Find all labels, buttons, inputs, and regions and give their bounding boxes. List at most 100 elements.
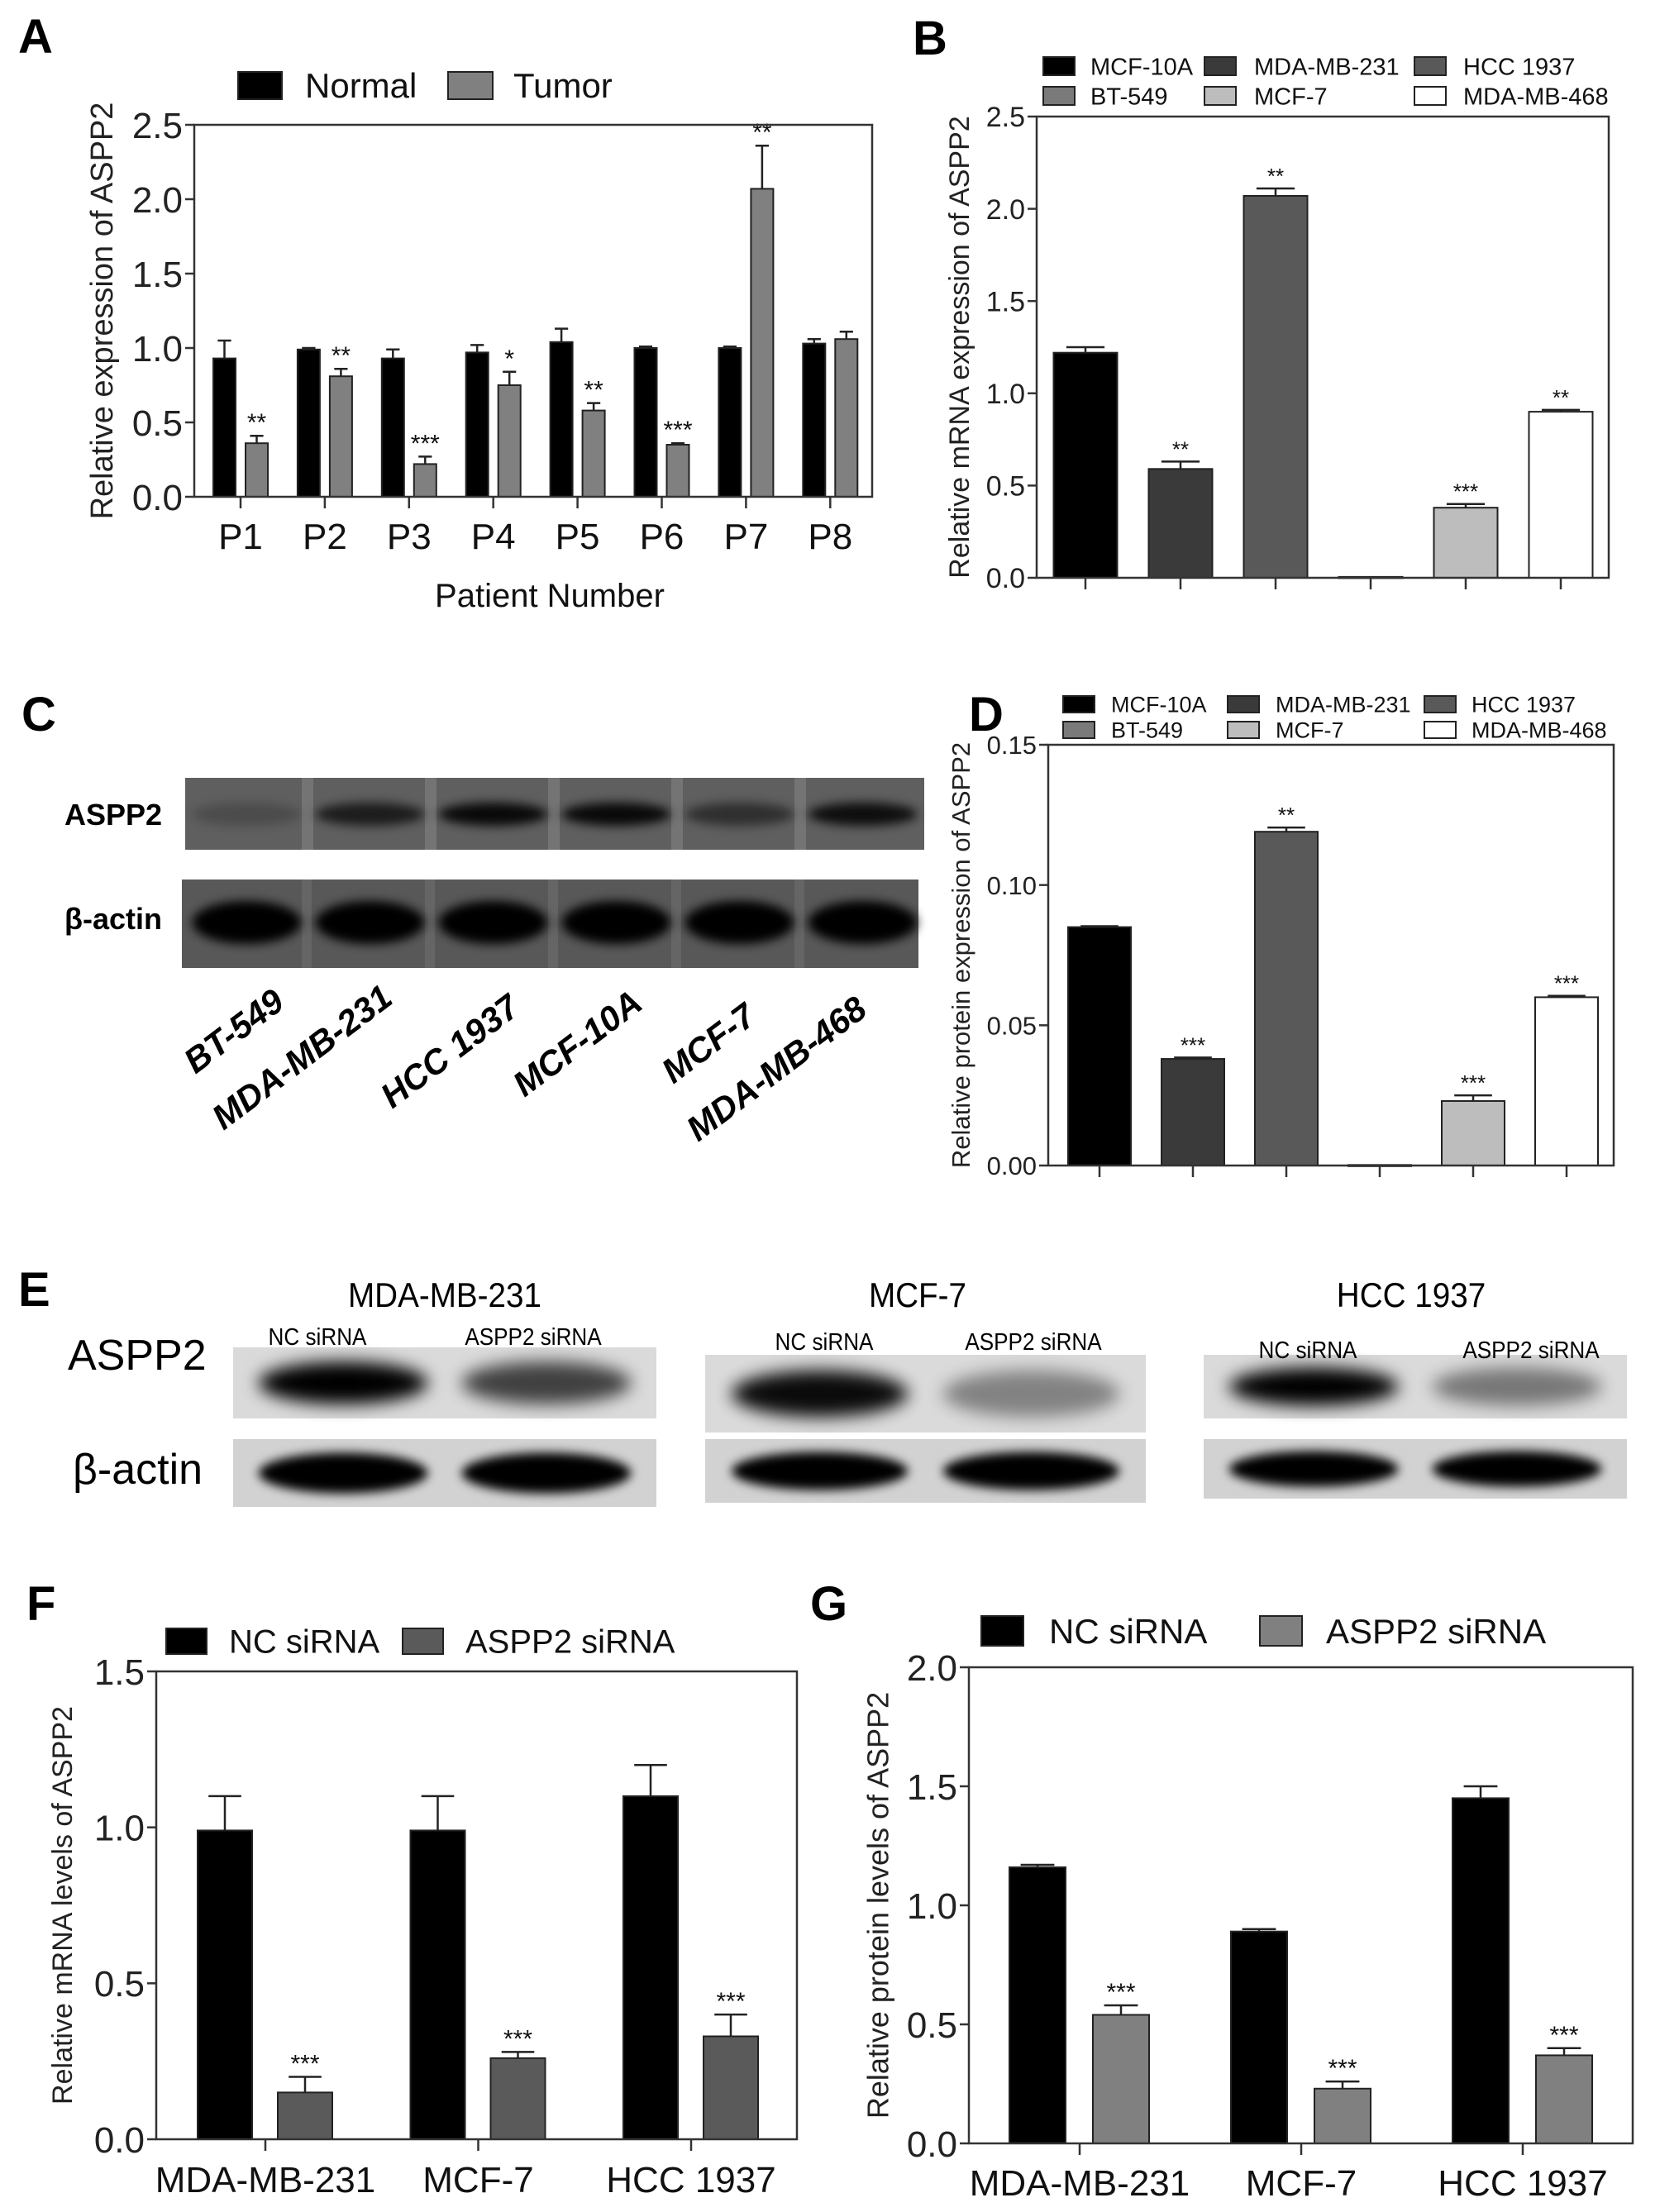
y-tick-label: 0.00 <box>987 1151 1037 1180</box>
bar <box>1009 1866 1066 2144</box>
legend-label: BT-549 <box>1090 83 1168 110</box>
y-tick-label: 2.0 <box>132 180 183 221</box>
bar <box>1254 831 1319 1167</box>
legend-swatch <box>1424 695 1457 713</box>
y-tick-label: 1.5 <box>907 1767 957 1808</box>
plot-frame <box>967 1666 1634 2145</box>
y-axis-label: Relative expression of ASPP2 <box>85 102 120 520</box>
plot-frame <box>155 1670 799 2141</box>
actin-band <box>731 1452 909 1490</box>
plot-frame <box>1035 115 1610 579</box>
legend-label: MCF-7 <box>1254 83 1328 110</box>
blot-group-title: HCC 1937 <box>1336 1275 1486 1314</box>
blot-group-title: MCF-7 <box>868 1275 967 1314</box>
actin-band <box>1432 1451 1602 1487</box>
bar <box>465 351 489 498</box>
legend: NC siRNA ASPP2 siRNA <box>980 1612 1546 1651</box>
bar <box>409 1829 466 2140</box>
panel-label-e: E <box>18 1263 50 1317</box>
bar <box>1441 1099 1505 1167</box>
aspp2-band <box>258 1361 428 1404</box>
x-tick-label: MDA-MB-231 <box>155 2160 376 2200</box>
legend: MCF-10A MDA-MB-231 HCC 1937 BT-549 MCF-7 MDA-… <box>1062 693 1607 743</box>
bar <box>1230 1930 1288 2144</box>
significance-label: *** <box>1181 1032 1205 1057</box>
significance-label: ** <box>332 342 351 369</box>
lane-separator <box>794 880 804 968</box>
aspp2-band <box>684 803 794 826</box>
x-tick-label: MCF-7 <box>1246 2163 1357 2204</box>
bar <box>296 348 321 498</box>
y-tick-label: 1.0 <box>132 329 183 369</box>
aspp2-band <box>192 803 302 826</box>
legend-swatch <box>1204 86 1237 106</box>
y-axis-label: Relative mRNA expression of ASPP2 <box>944 116 975 578</box>
legend-label: MCF-10A <box>1090 54 1194 80</box>
y-tick-label: 1.0 <box>907 1886 957 1927</box>
actin-band <box>192 901 302 944</box>
x-tick-label: P5 <box>556 517 600 557</box>
x-tick-label: P4 <box>471 517 516 557</box>
panel-label-b: B <box>913 12 947 65</box>
aspp2-band <box>731 1370 909 1418</box>
legend-label: MCF-7 <box>1276 718 1344 743</box>
bar <box>633 347 658 498</box>
lane-label: ASPP2 siRNA <box>465 1324 602 1351</box>
panel-label-c: C <box>21 688 56 741</box>
significance-label: ** <box>584 377 603 404</box>
legend-swatch <box>1414 86 1447 106</box>
x-tick-label: HCC 1937 <box>606 2160 775 2200</box>
legend-swatch <box>402 1628 444 1655</box>
legend-label: Tumor <box>513 66 613 105</box>
y-tick-label: 0.5 <box>907 2005 957 2046</box>
x-tick-label: P6 <box>640 517 684 557</box>
legend-label: MCF-10A <box>1111 693 1207 717</box>
significance-label: ** <box>1278 803 1295 827</box>
significance-label: * <box>504 346 514 373</box>
bar <box>1452 1797 1510 2144</box>
aspp2-band <box>561 803 671 826</box>
x-tick-label: P7 <box>723 517 768 557</box>
bar <box>834 338 859 498</box>
lane-label: ASPP2 siRNA <box>1462 1337 1600 1364</box>
legend-swatch <box>1042 86 1076 106</box>
bar <box>328 375 353 498</box>
y-tick-label: 0.5 <box>132 403 183 444</box>
legend-swatch <box>237 71 283 100</box>
significance-label: *** <box>1461 1070 1486 1095</box>
y-tick-label: 0.0 <box>132 478 183 518</box>
bar <box>1161 1058 1225 1167</box>
panel-label-a: A <box>18 10 53 64</box>
y-tick-label: 0.5 <box>986 471 1025 503</box>
legend-label: HCC 1937 <box>1472 693 1576 717</box>
lane-separator <box>425 880 435 968</box>
blot-row-label-actin: β-actin <box>64 902 162 936</box>
legend: MCF-10A MDA-MB-231 HCC 1937 BT-549 MCF-7 MDA-… <box>1042 54 1609 110</box>
bar <box>245 442 269 498</box>
bar <box>1092 2014 1150 2144</box>
y-axis-label: Relative protein levels of ASPP2 <box>861 1692 895 2119</box>
y-tick-label: 0.5 <box>94 1964 145 2005</box>
plot-frame <box>193 123 874 498</box>
legend-label: MDA-MB-468 <box>1463 83 1609 110</box>
x-tick-label: P8 <box>808 517 852 557</box>
aspp2-band <box>1432 1367 1602 1406</box>
actin-band <box>315 901 425 944</box>
legend-label: Normal <box>305 66 417 105</box>
bar <box>212 357 236 498</box>
y-tick-label: 0.0 <box>94 2120 145 2161</box>
lane-separator <box>548 880 558 968</box>
y-tick-label: 1.0 <box>94 1809 145 1849</box>
panel-label-d: D <box>969 688 1004 741</box>
actin-band <box>258 1452 428 1494</box>
significance-label: ** <box>1172 436 1189 461</box>
x-tick-label: MCF-7 <box>422 2160 533 2200</box>
y-tick-label: 0.05 <box>987 1011 1037 1040</box>
bar <box>1067 926 1132 1166</box>
lane-separator <box>302 778 313 850</box>
blot-group-title: MDA-MB-231 <box>347 1275 542 1314</box>
significance-label: *** <box>290 2051 319 2078</box>
bar <box>489 2057 546 2140</box>
